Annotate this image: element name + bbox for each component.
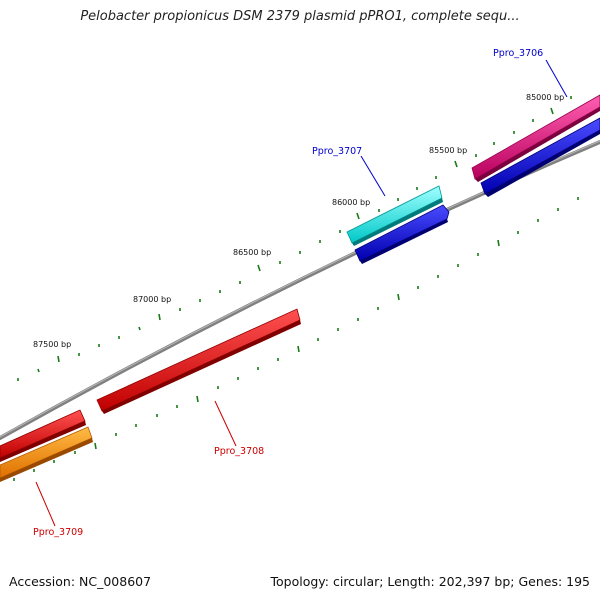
gene-label-ppro-3708[interactable]: Ppro_3708 bbox=[214, 446, 264, 457]
gene-ppro-3706[interactable] bbox=[471, 94, 600, 182]
outer-scale-ticks bbox=[17, 96, 572, 381]
gene-label-ppro-3709[interactable]: Ppro_3709 bbox=[33, 527, 83, 538]
gene-label-ppro-3706[interactable]: Ppro_3706 bbox=[493, 48, 543, 59]
topology-summary: Topology: circular; Length: 202,397 bp; … bbox=[270, 574, 591, 589]
inner-scale-ticks bbox=[13, 197, 579, 481]
scale-label-86000: 86000 bp bbox=[332, 198, 370, 207]
callout-line-ppro-3706 bbox=[545, 59, 568, 98]
scale-label-85000: 85000 bp bbox=[526, 93, 564, 102]
feature-blue-middle[interactable] bbox=[354, 204, 450, 264]
gene-red-left[interactable] bbox=[0, 409, 86, 462]
plasmid-backbone bbox=[0, 140, 600, 440]
callout-line-ppro-3708 bbox=[214, 400, 237, 447]
gene-label-ppro-3707[interactable]: Ppro_3707 bbox=[312, 146, 362, 157]
callout-line-ppro-3709 bbox=[35, 481, 56, 527]
scale-label-87500: 87500 bp bbox=[33, 340, 71, 349]
map-title: Pelobacter propionicus DSM 2379 plasmid … bbox=[80, 9, 520, 24]
feature-blue-upper[interactable] bbox=[480, 117, 600, 197]
gene-ppro-3709[interactable] bbox=[0, 426, 93, 482]
gene-ppro-3708[interactable] bbox=[96, 308, 301, 414]
accession-text: Accession: NC_008607 bbox=[9, 574, 152, 589]
gene-ppro-3707[interactable] bbox=[346, 185, 443, 246]
scale-label-86500: 86500 bp bbox=[233, 248, 271, 257]
scale-label-87000: 87000 bp bbox=[133, 295, 171, 304]
callout-line-ppro-3707 bbox=[360, 155, 386, 197]
scale-label-85500: 85500 bp bbox=[429, 146, 467, 155]
